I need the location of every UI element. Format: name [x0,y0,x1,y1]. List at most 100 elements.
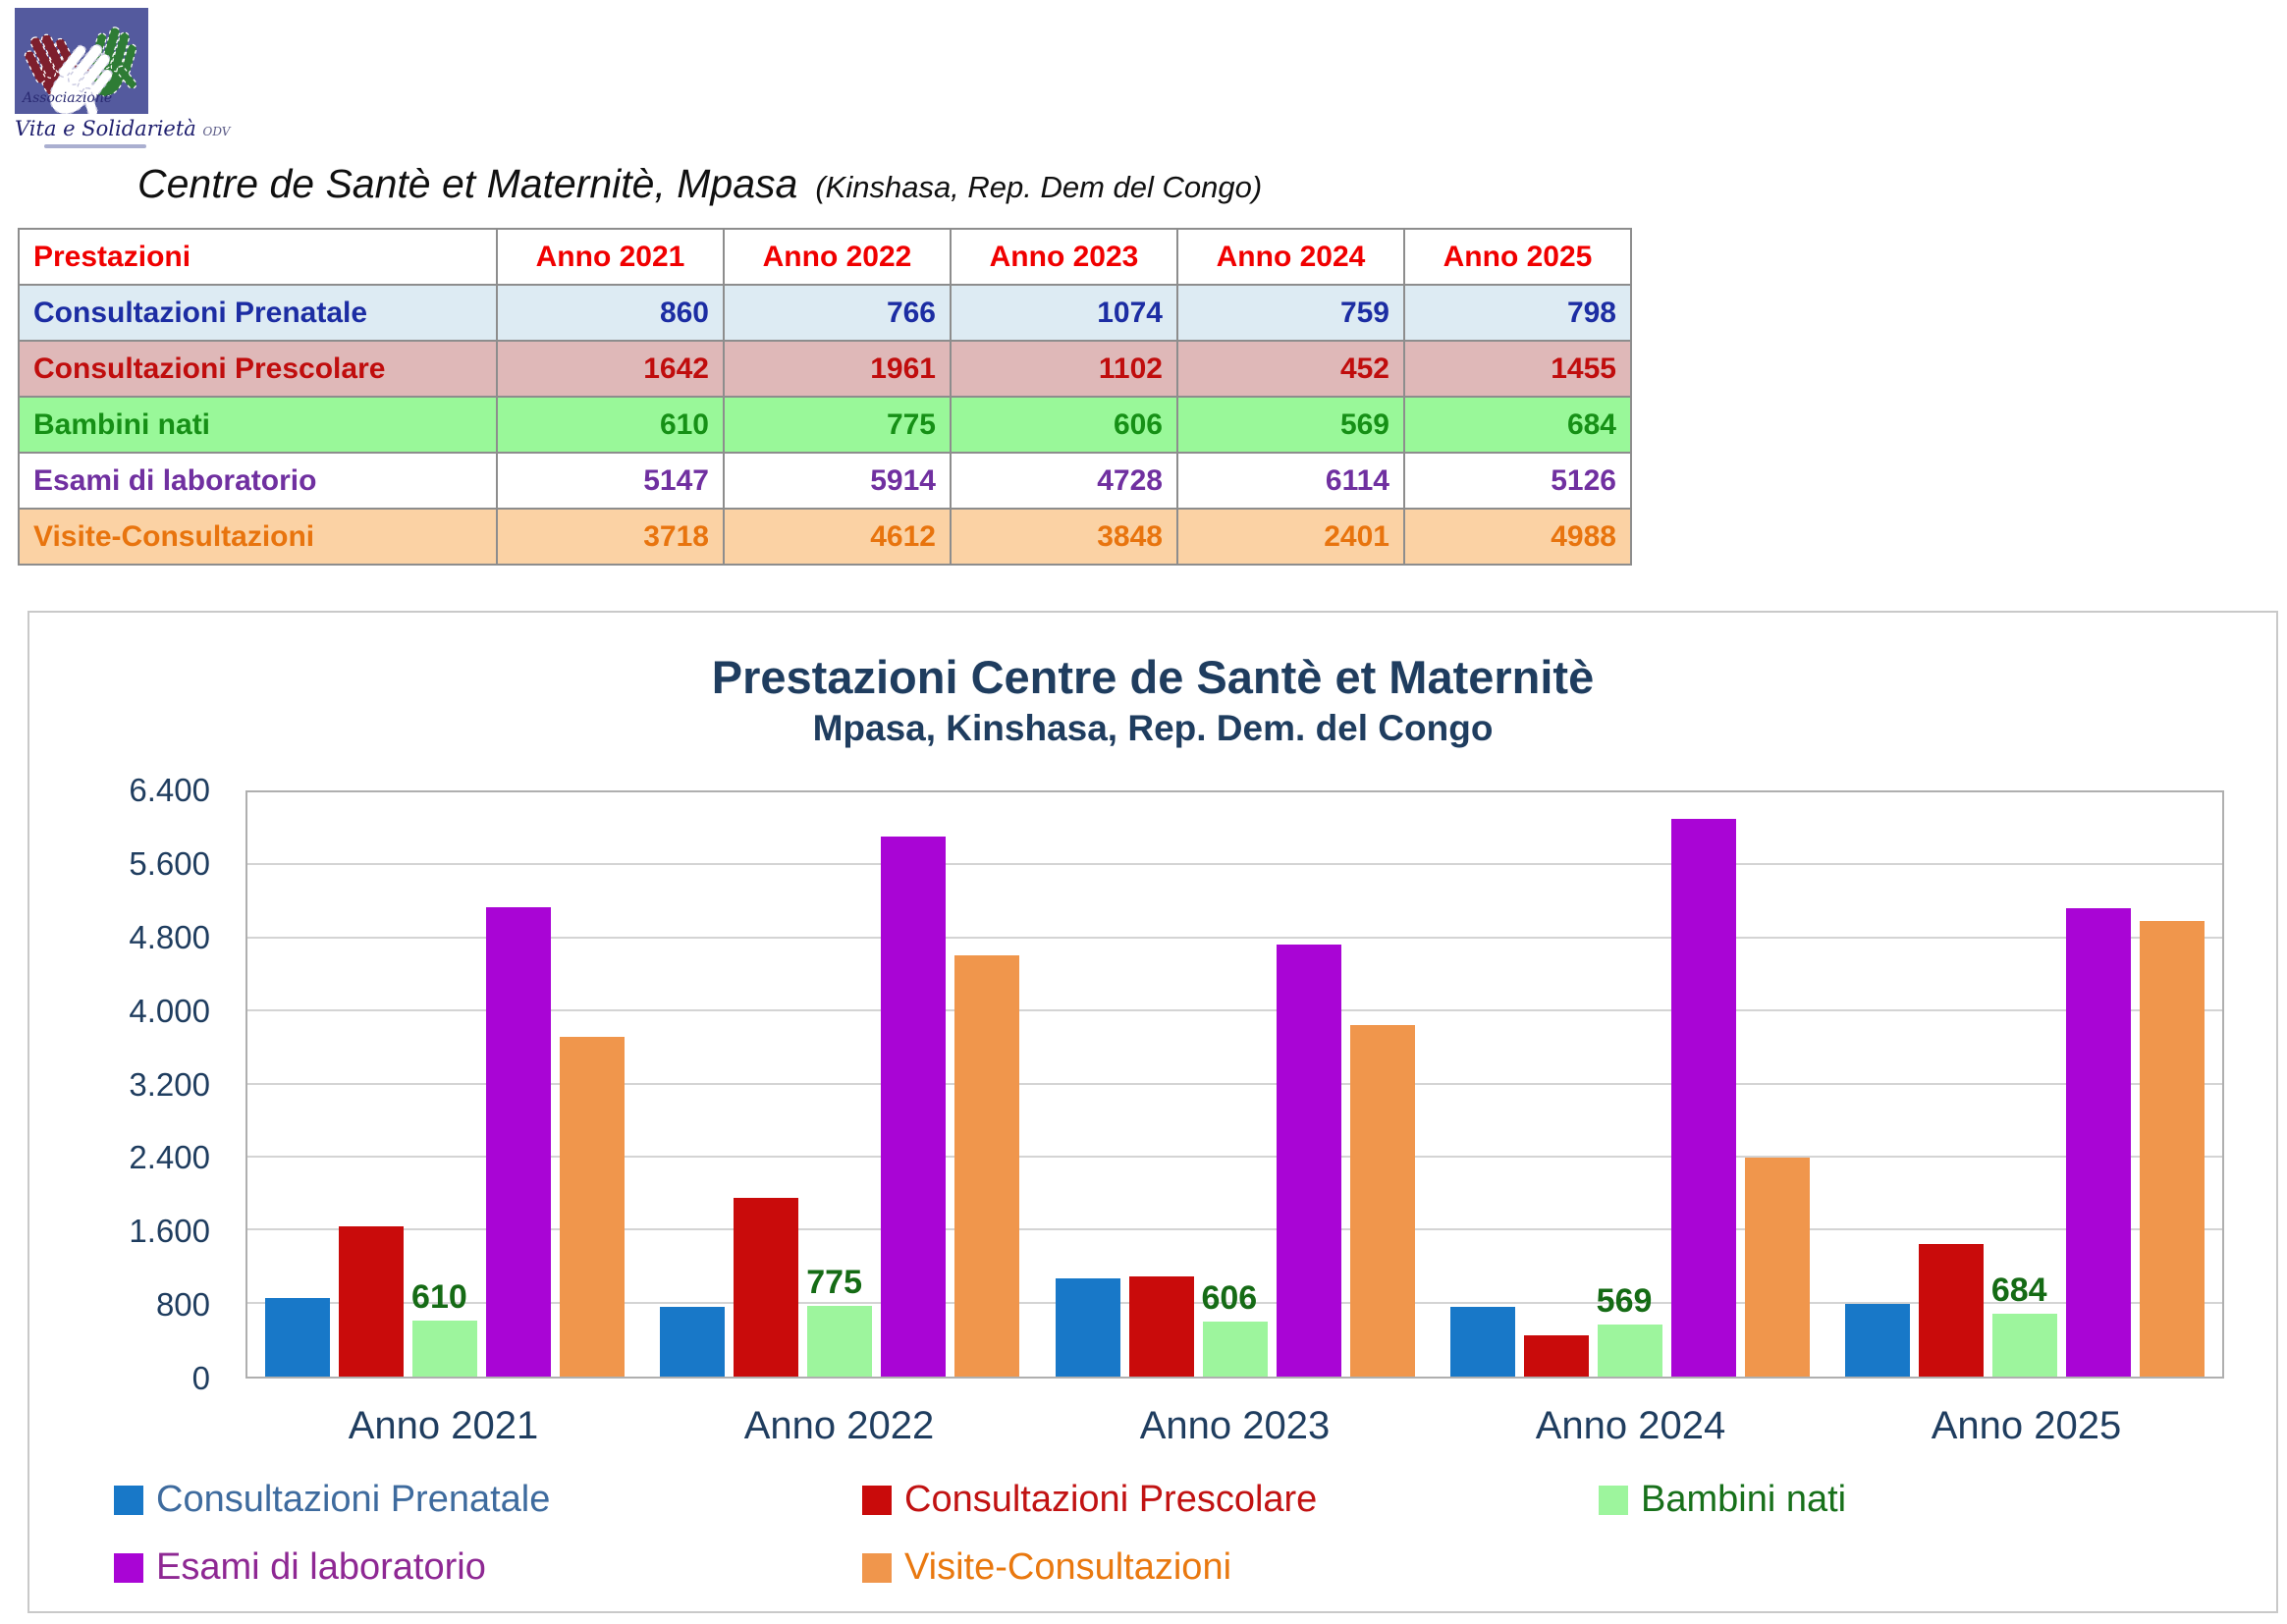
document-title: Centre de Santè et Maternitè, Mpasa (Kin… [137,161,1262,207]
document-title-sub: (Kinshasa, Rep. Dem del Congo) [815,170,1263,204]
bar-chart: Prestazioni Centre de Santè et Maternitè… [27,611,2278,1613]
y-tick-label: 5.600 [129,844,210,882]
table-header-prestazioni: Prestazioni [18,228,498,286]
prestazioni-table: Prestazioni Anno 2021 Anno 2022 Anno 2023 An… [18,228,1632,566]
bar-bambini-nati: 684 [1991,1272,2057,1377]
cell-value: 1455 [1403,340,1632,398]
cell-value: 4612 [723,508,952,566]
cell-value: 2401 [1176,508,1405,566]
bar-consultazioni-prescolare [1918,1243,1984,1377]
table-header-anno-2023: Anno 2023 [950,228,1178,286]
data-label: 684 [1990,1272,2047,1310]
y-tick-label: 1.600 [129,1213,210,1250]
cell-value: 4728 [950,452,1178,510]
row-label: Consultazioni Prenatale [18,284,498,342]
y-axis: 0 800 1.600 2.400 3.200 4.000 4.800 5.600 6.400 [29,774,210,1395]
y-tick-label: 0 [191,1360,210,1396]
x-axis: Anno 2021 Anno 2022 Anno 2023 Anno 2024 Anno… [245,1404,2224,1448]
legend-swatch [862,1485,892,1515]
data-label: 775 [806,1263,862,1301]
y-tick-label: 3.200 [129,1065,210,1103]
bar-consultazioni-prenatale [1844,1303,1910,1377]
table-header-anno-2022: Anno 2022 [723,228,952,286]
legend-item-visite-consultazioni: Visite-Consultazioni [862,1546,1599,1589]
bar-consultazioni-prenatale [1055,1278,1120,1377]
row-label: Esami di laboratorio [18,452,498,510]
logo-caption-associazione: Associazione [23,90,113,106]
legend-item-esami-di-laboratorio: Esami di laboratorio [114,1546,862,1589]
gridline [247,1228,2222,1231]
row-label: Visite-Consultazioni [18,508,498,566]
chart-subtitle: Mpasa, Kinshasa, Rep. Dem. del Congo [812,708,1494,748]
bar-group-anno-2021: 610 [247,792,642,1377]
row-label: Bambini nati [18,396,498,454]
y-tick-label: 800 [155,1286,210,1324]
table-body: Consultazioni Prenatale 860 766 1074 759 798 C… [18,284,1632,566]
x-axis-label: Anno 2024 [1535,1404,1726,1447]
logo-suffix-text: ODV [202,125,231,138]
table-row-esami-di-laboratorio: Esami di laboratorio 5147 5914 4728 6114 5126 [18,452,1632,510]
legend-item-bambini-nati: Bambini nati [1599,1479,2245,1521]
bar-group-anno-2024: 569 [1433,792,1827,1377]
data-label: 569 [1596,1282,1653,1321]
document-title-main: Centre de Santè et Maternitè, Mpasa [137,161,798,206]
cell-value: 452 [1176,340,1405,398]
cell-value: 1961 [723,340,952,398]
bar-esami-di-laboratorio [1276,945,1341,1377]
cell-value: 1102 [950,340,1178,398]
x-axis-label: Anno 2025 [1931,1404,2122,1447]
bar-visite-consultazioni [954,955,1020,1377]
legend-swatch [114,1552,143,1583]
gridline [247,1155,2222,1158]
y-tick-label: 4.800 [129,918,210,955]
y-tick-label: 4.000 [129,992,210,1029]
cell-value: 4988 [1403,508,1632,566]
cell-value: 5914 [723,452,952,510]
cell-value: 5147 [496,452,725,510]
data-label: 606 [1201,1278,1258,1317]
cell-value: 860 [496,284,725,342]
bar-visite-consultazioni [2139,921,2205,1377]
table-row-visite-consultazioni: Visite-Consultazioni 3718 4612 3848 2401 4988 [18,508,1632,566]
bar-consultazioni-prenatale [265,1298,331,1377]
legend-label: Consultazioni Prescolare [904,1479,1318,1520]
cell-value: 759 [1176,284,1405,342]
cell-value: 1074 [950,284,1178,342]
cell-value: 5126 [1403,452,1632,510]
cell-value: 766 [723,284,952,342]
bar-bambini-nati: 569 [1597,1282,1662,1377]
legend-swatch [1599,1485,1628,1515]
y-tick-label: 2.400 [129,1139,210,1176]
logo-smallprint-line [44,144,146,148]
gridline [247,863,2222,866]
legend-label: Esami di laboratorio [156,1546,486,1588]
bar-esami-di-laboratorio [1670,818,1736,1377]
bar-bambini-nati: 775 [806,1264,873,1377]
table-header-anno-2025: Anno 2025 [1403,228,1632,286]
legend: Consultazioni Prenatale Consultazioni Pre… [114,1479,2245,1589]
bar-consultazioni-prescolare [1128,1275,1194,1377]
cell-value: 610 [496,396,725,454]
cell-value: 606 [950,396,1178,454]
gridline [247,936,2222,939]
chart-title: Prestazioni Centre de Santè et Maternitè [711,651,1595,703]
cell-value: 3848 [950,508,1178,566]
legend-swatch [114,1485,143,1515]
bar-consultazioni-prescolare [339,1226,405,1377]
bar-esami-di-laboratorio [486,906,552,1377]
bar-visite-consultazioni [1744,1157,1810,1377]
cell-value: 1642 [496,340,725,398]
cell-value: 569 [1176,396,1405,454]
bar-consultazioni-prescolare [1523,1334,1589,1377]
bar-bambini-nati: 606 [1201,1279,1268,1377]
legend-label: Consultazioni Prenatale [156,1479,551,1520]
table-row-bambini-nati: Bambini nati 610 775 606 569 684 [18,396,1632,454]
y-tick-label: 6.400 [129,772,210,808]
x-axis-label: Anno 2022 [743,1404,935,1447]
legend-label: Visite-Consultazioni [904,1546,1232,1588]
bar-consultazioni-prenatale [1449,1307,1515,1377]
logo-name-text: Vita e Solidarietà [15,117,196,140]
bar-group-anno-2022: 775 [642,792,1037,1377]
bar-group-anno-2025: 684 [1827,792,2222,1377]
